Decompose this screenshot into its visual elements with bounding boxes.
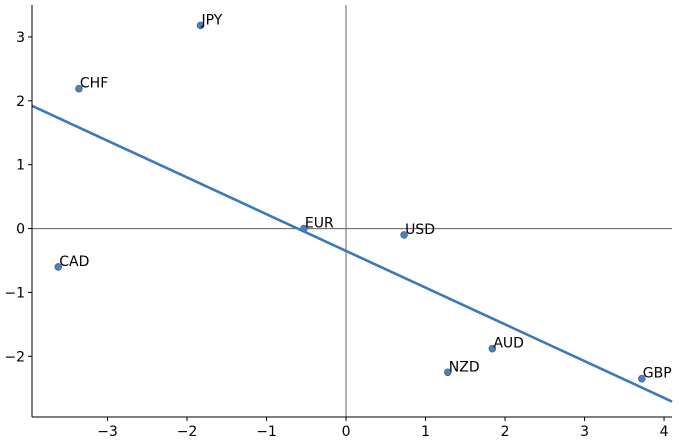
data-point-jpy: [196, 21, 205, 30]
axes: −3 −2 −1 0 1 2 3 4 −2 −1 0 1 2 3: [4, 5, 672, 440]
y-tick-label: 0: [16, 222, 25, 238]
x-tick-label: −1: [256, 424, 277, 440]
data-point-nzd: [444, 368, 452, 377]
x-tick-label: 3: [580, 424, 589, 440]
point-label-eur: EUR: [305, 216, 334, 232]
reference-lines: [32, 5, 672, 417]
y-tick-label: −2: [4, 349, 25, 365]
data-point-chf: [75, 84, 83, 93]
fit-line: [31, 104, 673, 403]
y-tick-label: 3: [16, 30, 25, 46]
y-tick-label: −1: [4, 285, 25, 301]
point-label-nzd: NZD: [449, 359, 480, 375]
x-tick-label: 0: [342, 424, 351, 440]
point-label-aud: AUD: [493, 336, 524, 352]
data-point-gbp: [637, 374, 646, 383]
x-tick-label: 1: [421, 424, 430, 440]
x-tick-label: 2: [501, 424, 510, 440]
point-label-jpy: JPY: [201, 12, 223, 28]
y-tick-label: 1: [16, 158, 25, 174]
data-point-eur: [300, 224, 308, 233]
x-tick-label: 4: [660, 424, 669, 440]
point-label-usd: USD: [405, 222, 435, 238]
y-tick-label: 2: [16, 94, 25, 110]
data-point-cad: [54, 263, 63, 271]
data-point-aud: [488, 344, 497, 353]
point-label-cad: CAD: [59, 254, 89, 270]
regression-line-layer: [31, 104, 673, 403]
x-tick-label: −2: [177, 424, 198, 440]
data-point-usd: [400, 231, 408, 239]
point-label-gbp: GBP: [643, 366, 672, 382]
x-tick-label: −3: [97, 424, 118, 440]
point-label-chf: CHF: [80, 76, 108, 92]
data-points: JPY CHF CAD EUR USD AUD NZD GBP: [54, 12, 672, 383]
